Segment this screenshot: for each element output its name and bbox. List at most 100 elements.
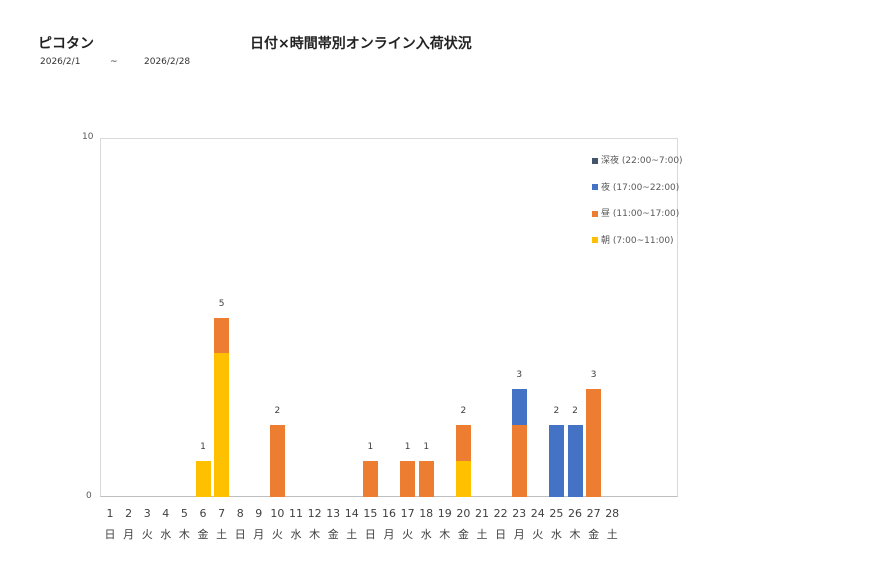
x-tick-weekday: 水	[550, 528, 562, 541]
x-tick-weekday: 土	[346, 528, 358, 541]
bar-segment	[362, 461, 378, 497]
data-label: 1	[367, 442, 374, 453]
x-tick-weekday: 水	[290, 528, 302, 541]
x-tick-weekday: 土	[606, 528, 618, 541]
x-tick-day: 1	[106, 507, 114, 520]
x-tick-day: 26	[568, 507, 582, 520]
x-tick-day: 12	[307, 507, 322, 520]
bar-segment	[511, 425, 527, 497]
x-tick-day: 18	[419, 507, 434, 520]
chart-title: 日付×時間帯別オンライン入荷状況	[250, 36, 472, 52]
bar-segment	[455, 461, 471, 497]
bar-segment	[269, 425, 285, 497]
date-separator: ~	[110, 57, 118, 67]
bar-segment	[195, 461, 211, 497]
x-tick-weekday: 火	[141, 528, 153, 541]
data-label: 2	[572, 406, 578, 417]
x-tick-weekday: 金	[457, 528, 469, 541]
x-tick-day: 21	[475, 507, 489, 520]
x-tick-weekday: 火	[271, 528, 283, 541]
x-tick-day: 25	[549, 507, 564, 520]
x-tick-day: 10	[270, 507, 285, 520]
legend-item: 昼 (11:00~17:00)	[592, 206, 679, 219]
x-tick-weekday: 月	[513, 528, 525, 541]
x-tick-weekday: 月	[253, 528, 265, 541]
legend-swatch-icon	[592, 157, 598, 164]
x-tick-weekday: 火	[532, 528, 544, 541]
x-tick-weekday: 木	[178, 528, 190, 541]
x-tick-day: 7	[218, 507, 226, 520]
x-tick-weekday: 日	[234, 528, 246, 541]
bar-segment	[400, 461, 416, 497]
x-tick-day: 13	[326, 507, 341, 520]
legend-item: 朝 (7:00~11:00)	[592, 233, 674, 246]
x-tick-day: 4	[162, 507, 170, 520]
bar-segment	[511, 389, 527, 426]
legend-item: 深夜 (22:00~7:00)	[592, 153, 683, 166]
legend-label: 深夜 (22:00~7:00)	[601, 156, 683, 166]
date-from: 2026/2/1	[40, 57, 81, 67]
legend-label: 朝 (7:00~11:00)	[601, 235, 674, 246]
x-tick-weekday: 金	[588, 528, 600, 541]
data-label: 1	[200, 442, 206, 453]
plot-area	[100, 138, 678, 497]
data-label: 3	[590, 370, 597, 381]
x-tick-weekday: 火	[402, 528, 414, 541]
x-tick-day: 9	[255, 507, 263, 520]
date-to: 2026/2/28	[144, 57, 191, 67]
x-tick-weekday: 木	[439, 528, 451, 541]
data-label: 2	[274, 406, 281, 417]
x-tick-weekday: 月	[123, 528, 135, 541]
data-label: 2	[460, 406, 467, 417]
x-tick-day: 8	[236, 507, 244, 520]
legend-swatch-icon	[592, 237, 598, 243]
x-tick-day: 23	[512, 507, 527, 520]
x-tick-day: 11	[289, 507, 303, 520]
y-tick-max: 10	[82, 132, 94, 142]
x-tick-day: 22	[493, 507, 508, 520]
y-tick-min: 0	[86, 491, 92, 501]
legend-swatch-icon	[592, 184, 598, 190]
x-tick-day: 17	[400, 507, 415, 520]
x-tick-weekday: 木	[309, 528, 321, 541]
x-tick-weekday: 水	[420, 528, 432, 541]
legend-label: 夜 (17:00~22:00)	[601, 182, 680, 193]
x-tick-day: 5	[180, 507, 188, 520]
data-label: 2	[553, 406, 560, 417]
bar-segment	[214, 317, 230, 354]
x-tick-day: 15	[363, 507, 378, 520]
x-tick-weekday: 土	[216, 528, 228, 541]
x-tick-weekday: 木	[569, 528, 581, 541]
store-name: ピコタン	[38, 36, 94, 52]
x-tick-weekday: 金	[197, 528, 209, 541]
x-tick-weekday: 水	[160, 528, 172, 541]
bar-segment	[455, 425, 471, 462]
bar-segment	[586, 389, 602, 497]
x-tick-day: 14	[344, 507, 359, 520]
data-label: 1	[423, 442, 430, 453]
x-tick-day: 28	[605, 507, 620, 520]
data-label: 5	[218, 298, 225, 309]
x-tick-day: 20	[456, 507, 471, 520]
x-tick-weekday: 日	[495, 528, 507, 541]
bar-segment	[418, 461, 434, 497]
legend-swatch-icon	[592, 210, 598, 217]
x-tick-day: 6	[199, 507, 207, 520]
bar-segment	[567, 425, 583, 497]
x-tick-day: 2	[125, 507, 133, 520]
x-tick-weekday: 日	[364, 528, 376, 541]
x-tick-day: 24	[530, 507, 545, 520]
x-tick-day: 3	[143, 507, 151, 520]
x-tick-weekday: 日	[104, 528, 116, 541]
x-tick-weekday: 土	[476, 528, 488, 541]
data-label: 1	[404, 442, 411, 453]
data-label: 3	[516, 370, 523, 381]
legend-label: 昼 (11:00~17:00)	[601, 209, 680, 219]
x-tick-weekday: 金	[327, 528, 339, 541]
bar-segment	[548, 425, 564, 497]
legend-item: 夜 (17:00~22:00)	[592, 180, 679, 193]
x-tick-day: 19	[437, 507, 452, 520]
x-tick-day: 27	[586, 507, 601, 520]
bar-segment	[214, 353, 230, 497]
x-tick-weekday: 月	[383, 528, 395, 541]
